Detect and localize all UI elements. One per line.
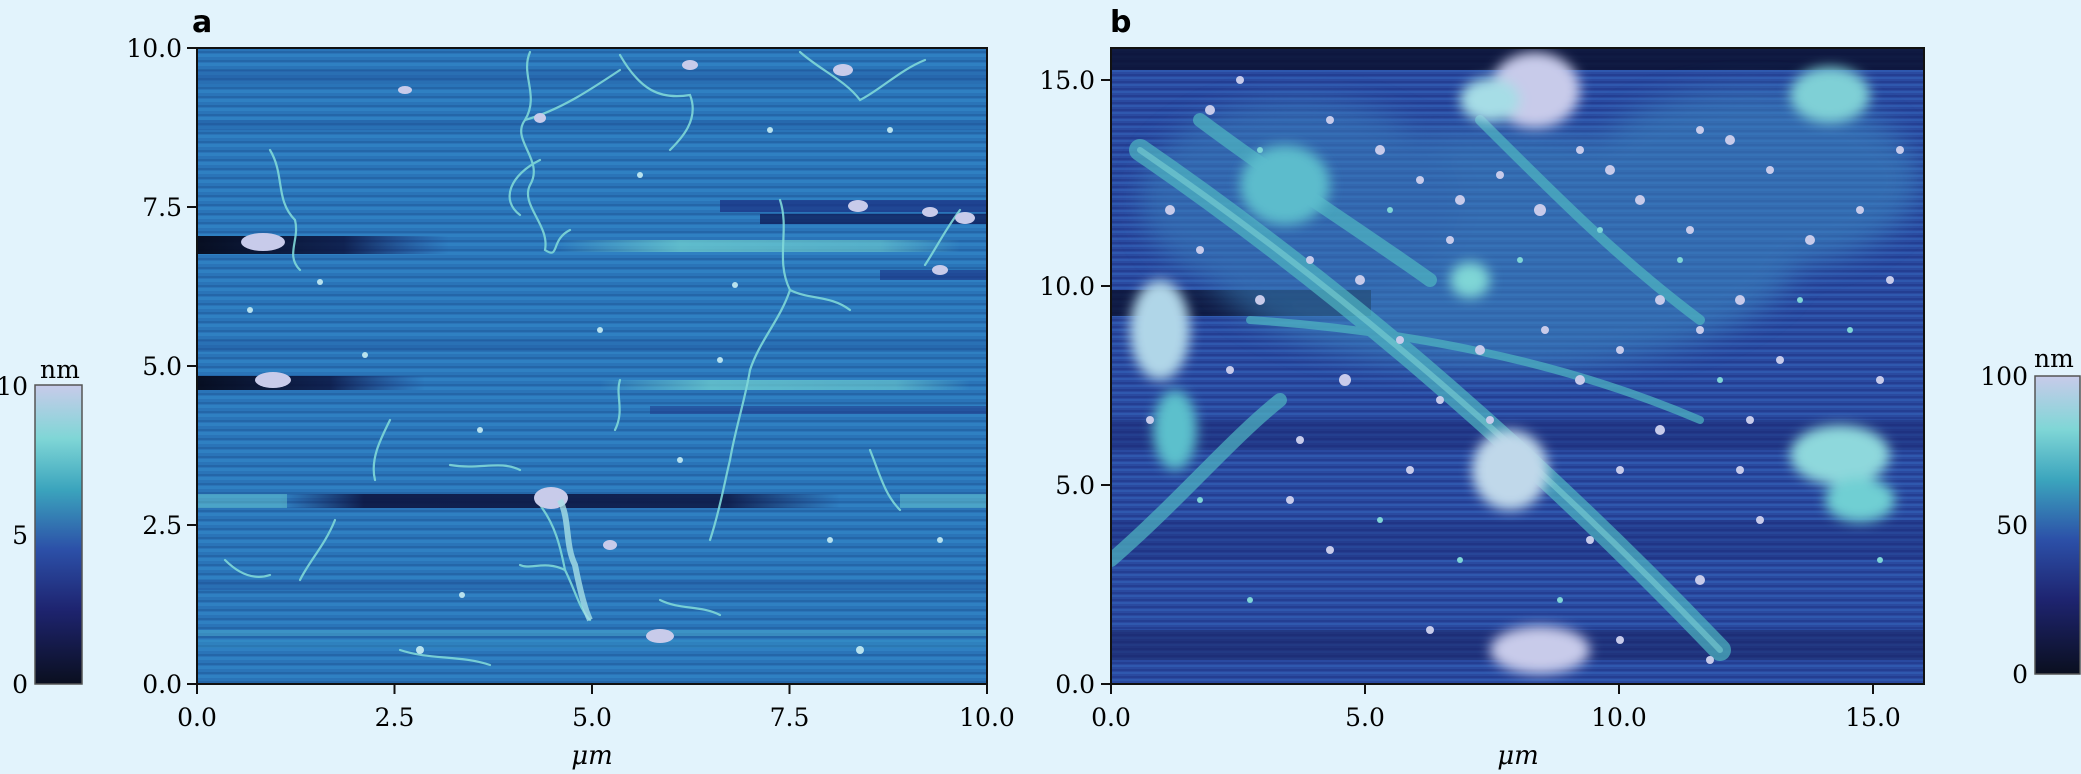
colorbar-a-unit: nm (40, 355, 80, 384)
y-tick-label: 0.0 (142, 670, 182, 699)
y-tick-label: 5.0 (1055, 471, 1095, 500)
axes-b: 0.0 5.0 10.0 15.0 0.0 5.0 10.0 15.0 μm (1039, 66, 1901, 771)
colorbar-b-tick: 100 (1980, 362, 2028, 391)
afm-image-b (1111, 48, 1924, 684)
colorbar-a-tick: 0 (12, 670, 28, 699)
x-tick-label: 7.5 (770, 703, 810, 732)
y-tick-labels-b: 0.0 5.0 10.0 15.0 (1039, 66, 1095, 699)
colorbar-a-scale (34, 384, 83, 685)
x-tick-label: 10.0 (1591, 703, 1647, 732)
plot-frame-b (1110, 47, 1925, 685)
x-tick-label: 0.0 (1091, 703, 1131, 732)
x-tick-label: 5.0 (1345, 703, 1385, 732)
x-tick-label: 0.0 (177, 703, 217, 732)
panel-label-a: a (192, 5, 212, 40)
y-tick-label: 10.0 (126, 34, 182, 63)
y-tick-label: 7.5 (142, 193, 182, 222)
x-tick-label: 2.5 (375, 703, 415, 732)
y-tick-label: 0.0 (1055, 670, 1095, 699)
colorbar-b-scale (2034, 375, 2081, 675)
colorbar-b: nm 0 50 100 (1980, 344, 2081, 689)
x-tick-labels-a: 0.0 2.5 5.0 7.5 10.0 (177, 703, 1015, 732)
x-tick-label: 10.0 (959, 703, 1015, 732)
x-axis-label-a: μm (571, 741, 613, 770)
y-tick-label: 10.0 (1039, 272, 1095, 301)
y-tick-label: 15.0 (1039, 66, 1095, 95)
x-tick-labels-b: 0.0 5.0 10.0 15.0 (1091, 703, 1901, 732)
colorbar-b-tick: 0 (2012, 660, 2028, 689)
x-tick-label: 15.0 (1845, 703, 1901, 732)
panel-label-b: b (1110, 5, 1131, 40)
y-tick-labels-a: 0.0 2.5 5.0 7.5 10.0 (126, 34, 182, 699)
colorbar-a-tick: 10 (0, 372, 28, 401)
y-ticks-b (1101, 79, 1111, 685)
x-ticks-a (196, 684, 988, 694)
axes-a: 0.0 2.5 5.0 7.5 10.0 0.0 2.5 5.0 7.5 10.… (126, 34, 1015, 771)
y-ticks-a (187, 47, 197, 685)
x-axis-label-b: μm (1497, 741, 1539, 770)
colorbar-a: nm 0 5 10 (0, 355, 83, 699)
y-tick-label: 5.0 (142, 352, 182, 381)
afm-image-a (197, 48, 987, 684)
colorbar-b-unit: nm (2034, 344, 2074, 373)
colorbar-a-tick: 5 (12, 521, 28, 550)
x-ticks-b (1110, 684, 1874, 694)
x-tick-label: 5.0 (572, 703, 612, 732)
y-tick-label: 2.5 (142, 511, 182, 540)
colorbar-b-tick: 50 (1996, 511, 2028, 540)
